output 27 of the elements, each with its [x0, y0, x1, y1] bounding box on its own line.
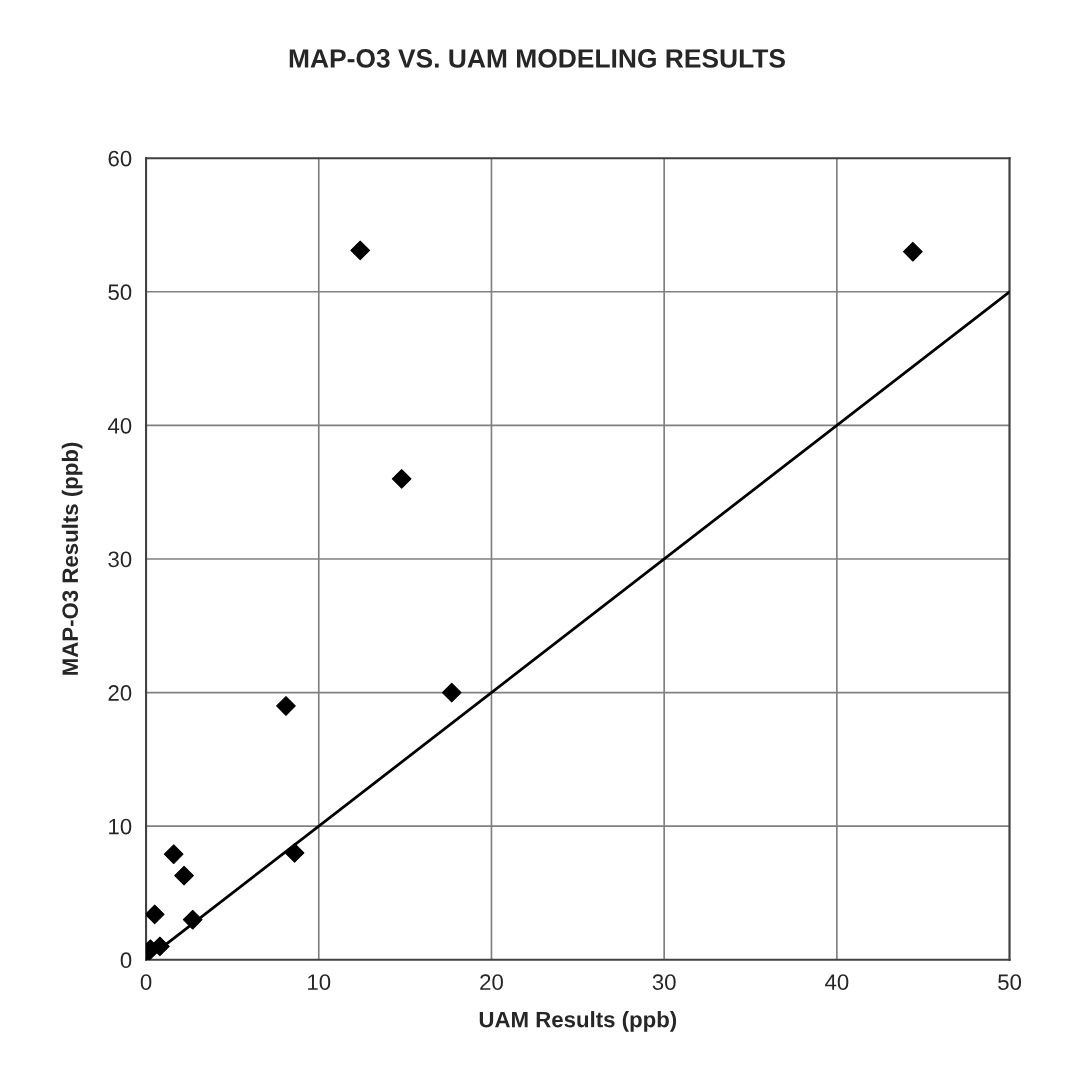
point — [284, 843, 305, 863]
point — [150, 936, 170, 957]
y-tick-label: 0 — [120, 952, 132, 969]
x-tick-label: 20 — [480, 974, 503, 990]
point — [174, 865, 194, 886]
point — [441, 682, 462, 703]
y-tick-label: 50 — [108, 284, 132, 301]
y-tick-label: 30 — [108, 551, 132, 568]
x-axis-title: UAM Results (ppb) — [479, 1011, 677, 1032]
point — [182, 909, 203, 930]
x-tick-label: 30 — [652, 974, 676, 990]
y-tick-label: 20 — [108, 685, 132, 701]
chart-title: MAP-O3 VS. UAM MODELING RESULTS — [289, 49, 785, 68]
y-tick-label: 10 — [109, 818, 132, 835]
x-tick-label: 40 — [825, 974, 849, 990]
point — [391, 468, 412, 489]
x-tick-label: 0 — [140, 974, 152, 990]
point — [903, 241, 923, 262]
x-tick-label: 10 — [308, 974, 331, 990]
point — [276, 696, 296, 716]
point — [146, 904, 165, 925]
y-axis-title: MAP-O3 Results (ppb) — [61, 442, 83, 675]
y-tick-label: 60 — [108, 150, 132, 167]
x-tick-label: 50 — [998, 974, 1022, 990]
y-tick-label: 40 — [107, 417, 132, 434]
point — [350, 240, 371, 261]
point — [163, 844, 184, 865]
